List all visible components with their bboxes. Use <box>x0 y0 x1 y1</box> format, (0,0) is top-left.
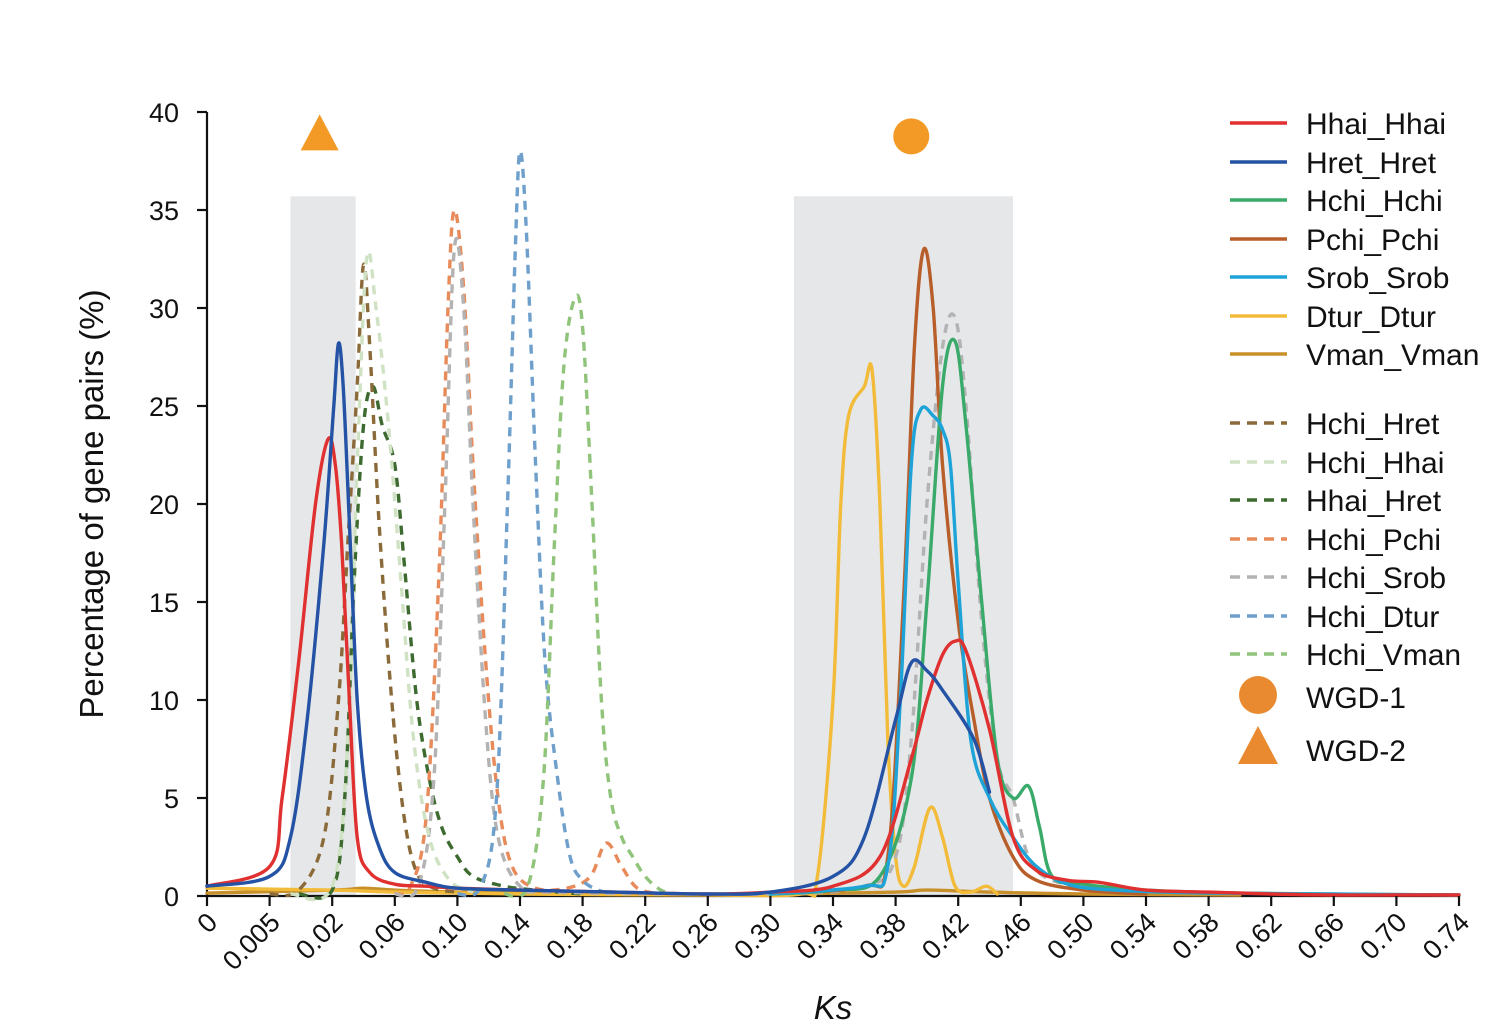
series-line-hret-hret <box>205 341 992 896</box>
x-tick-label: 0.06 <box>353 907 411 965</box>
legend-label: Dtur_Dtur <box>1306 301 1436 334</box>
marker-wgd-1 <box>893 118 930 155</box>
y-tick-label: 5 <box>164 784 179 814</box>
series-line-hchi-dtur <box>456 149 615 898</box>
legend-label: WGD-1 <box>1306 682 1406 715</box>
x-tick-label: 0.54 <box>1104 907 1162 965</box>
x-tick-label: 0.22 <box>603 907 661 965</box>
legend-label: Srob_Srob <box>1306 262 1449 295</box>
legend-label: Hchi_Hret <box>1306 408 1440 441</box>
x-tick-label: 0.10 <box>415 907 473 965</box>
legend-label: Hchi_Pchi <box>1306 524 1441 557</box>
legend-marker-circle-icon <box>1239 676 1277 714</box>
series-line-hchi-vman <box>503 293 677 899</box>
legend-label: Hhai_Hret <box>1306 485 1442 518</box>
y-tick-label: 20 <box>149 490 179 520</box>
x-tick-label: 0.42 <box>916 907 974 965</box>
y-tick-label: 40 <box>149 98 179 128</box>
legend-label: Pchi_Pchi <box>1306 224 1439 257</box>
x-tick-label: 0.34 <box>791 907 849 965</box>
y-tick-label: 30 <box>149 294 179 324</box>
y-tick-label: 15 <box>149 588 179 618</box>
legend-label: Vman_Vman <box>1306 339 1479 372</box>
marker-wgd-2 <box>300 114 339 151</box>
y-axis-title: Percentage of gene pairs (%) <box>73 289 110 718</box>
y-tick-label: 10 <box>149 686 179 716</box>
x-tick-label: 0.70 <box>1354 907 1412 965</box>
y-tick-label: 25 <box>149 392 179 422</box>
y-tick-label: 0 <box>164 882 179 912</box>
x-tick-label: 0.62 <box>1229 907 1287 965</box>
legend-label: Hchi_Vman <box>1306 639 1461 672</box>
legend-label: Hchi_Dtur <box>1306 601 1439 634</box>
legend-label: Hchi_Hchi <box>1306 185 1443 218</box>
x-tick-label: 0.30 <box>728 907 786 965</box>
x-tick-label: 0.005 <box>217 907 286 976</box>
series-layer <box>205 149 1461 902</box>
x-tick-label: 0 <box>191 907 223 939</box>
x-tick-label: 0.74 <box>1417 907 1475 965</box>
series-line-hchi-hchi <box>768 337 1461 897</box>
x-tick-label: 0.58 <box>1166 907 1224 965</box>
x-tick-label: 0.14 <box>478 907 536 965</box>
x-ticks: 00.005 0.02 0.06 0.10 0.14 0.18 0.22 0.26 0.30 0.… <box>191 896 1475 976</box>
legend-label: WGD-2 <box>1306 735 1406 768</box>
legend-label: Hchi_Hhai <box>1306 447 1444 480</box>
x-tick-label: 0.26 <box>666 907 724 965</box>
wgd-markers <box>300 114 930 155</box>
series-line-hchi-pchi <box>394 208 662 897</box>
x-tick-label: 0.18 <box>540 907 598 965</box>
x-tick-label: 0.66 <box>1292 907 1350 965</box>
legend-marker-triangle-icon <box>1238 726 1278 764</box>
legend-label: Hret_Hret <box>1306 147 1437 180</box>
x-axis-title: Ks <box>814 989 853 1026</box>
x-tick-label: 0.02 <box>290 907 348 965</box>
legend-label: Hchi_Srob <box>1306 562 1446 595</box>
x-tick-label: 0.38 <box>853 907 911 965</box>
legend-label: Hhai_Hhai <box>1306 108 1446 141</box>
x-tick-label: 0.50 <box>1041 907 1099 965</box>
x-tick-label: 0.46 <box>979 907 1037 965</box>
series-line-srob-srob <box>768 405 1461 897</box>
series-line-hchi-srob <box>394 236 1116 899</box>
legend: Hhai_Hhai Hret_Hret Hchi_Hchi Pchi_Pchi Srob… <box>1230 108 1479 768</box>
y-tick-label: 35 <box>149 196 179 226</box>
y-ticks: 0 5 10 15 20 25 30 35 40 <box>149 98 207 912</box>
series-line-hchi-hhai <box>290 249 474 902</box>
